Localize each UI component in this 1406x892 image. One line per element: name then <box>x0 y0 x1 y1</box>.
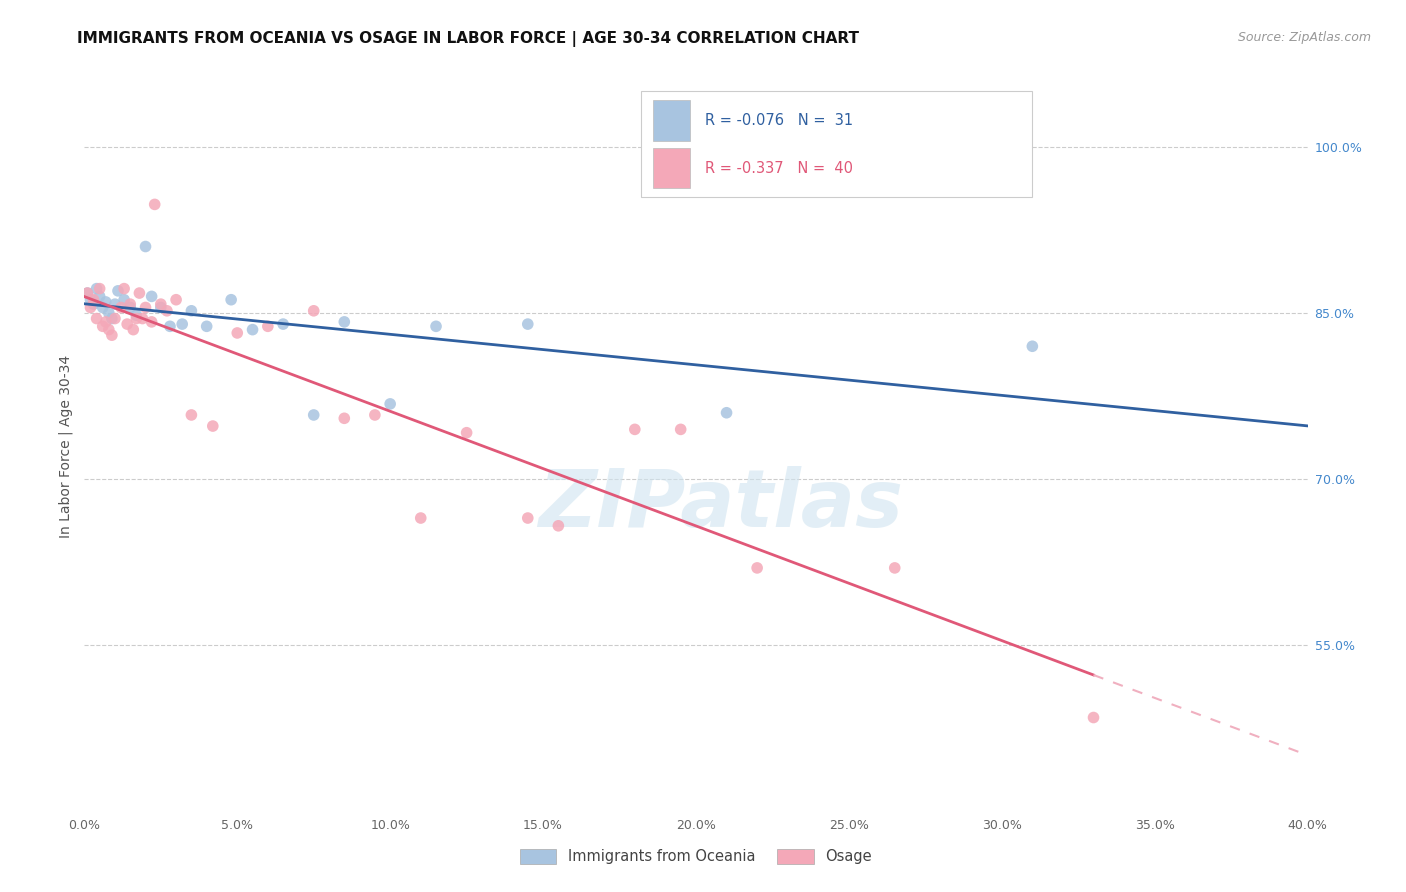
Point <box>115 317 138 331</box>
Point <box>257 319 280 334</box>
Y-axis label: In Labor Force | Age 30-34: In Labor Force | Age 30-34 <box>59 354 73 538</box>
Point <box>91 301 114 315</box>
Text: ZIPatlas: ZIPatlas <box>538 466 903 543</box>
Point <box>1083 710 1105 724</box>
Point <box>201 419 224 434</box>
Point <box>110 301 132 315</box>
Point <box>547 518 569 533</box>
Point <box>97 306 120 320</box>
Text: IMMIGRANTS FROM OCEANIA VS OSAGE IN LABOR FORCE | AGE 30-34 CORRELATION CHART: IMMIGRANTS FROM OCEANIA VS OSAGE IN LABO… <box>77 31 859 47</box>
Point <box>425 319 447 334</box>
Point <box>112 293 135 307</box>
Point <box>180 303 202 318</box>
Point <box>76 286 98 301</box>
Point <box>516 511 538 525</box>
Point <box>120 301 142 315</box>
Point <box>195 319 218 334</box>
Point <box>83 297 105 311</box>
Point <box>141 289 163 303</box>
Point <box>83 293 105 307</box>
Point <box>101 328 124 343</box>
Legend: Immigrants from Oceania, Osage: Immigrants from Oceania, Osage <box>515 843 877 871</box>
Point <box>159 319 181 334</box>
Point <box>120 297 142 311</box>
Point <box>456 425 478 440</box>
Point <box>156 303 179 318</box>
Point <box>86 311 108 326</box>
Point <box>716 406 738 420</box>
Point <box>172 317 194 331</box>
Point <box>131 311 153 326</box>
Point <box>302 408 325 422</box>
Point <box>409 511 432 525</box>
Text: Source: ZipAtlas.com: Source: ZipAtlas.com <box>1237 31 1371 45</box>
Point <box>112 282 135 296</box>
Point <box>125 308 148 322</box>
Point <box>125 311 148 326</box>
Point <box>516 317 538 331</box>
Text: R = -0.076   N =  31: R = -0.076 N = 31 <box>704 113 852 128</box>
Point <box>107 284 129 298</box>
Point <box>104 311 127 326</box>
Point <box>226 326 249 340</box>
Point <box>122 323 145 337</box>
Point <box>135 301 157 315</box>
Point <box>333 315 356 329</box>
Point <box>101 311 124 326</box>
Point <box>89 282 111 296</box>
Point <box>86 282 108 296</box>
Point <box>91 319 114 334</box>
Point <box>364 408 387 422</box>
Point <box>135 239 157 253</box>
Point <box>97 323 120 337</box>
Point <box>242 323 264 337</box>
Point <box>219 293 242 307</box>
Text: R = -0.337   N =  40: R = -0.337 N = 40 <box>704 161 852 176</box>
Point <box>79 293 101 307</box>
Point <box>141 315 163 329</box>
Point <box>302 303 325 318</box>
Point <box>271 317 294 331</box>
FancyBboxPatch shape <box>641 91 1032 197</box>
Point <box>333 411 356 425</box>
Point <box>1021 339 1043 353</box>
Point <box>149 297 172 311</box>
FancyBboxPatch shape <box>654 148 690 188</box>
Point <box>883 561 905 575</box>
Point <box>624 422 647 436</box>
Point <box>94 294 117 309</box>
Point <box>669 422 692 436</box>
Point <box>143 197 166 211</box>
Point <box>380 397 402 411</box>
Point <box>104 297 127 311</box>
FancyBboxPatch shape <box>654 101 690 141</box>
Point <box>79 301 101 315</box>
Point <box>89 289 111 303</box>
Point <box>128 286 150 301</box>
Point <box>747 561 769 575</box>
Point <box>180 408 202 422</box>
Point <box>165 293 187 307</box>
Point <box>149 301 172 315</box>
Point <box>94 315 117 329</box>
Point <box>76 286 98 301</box>
